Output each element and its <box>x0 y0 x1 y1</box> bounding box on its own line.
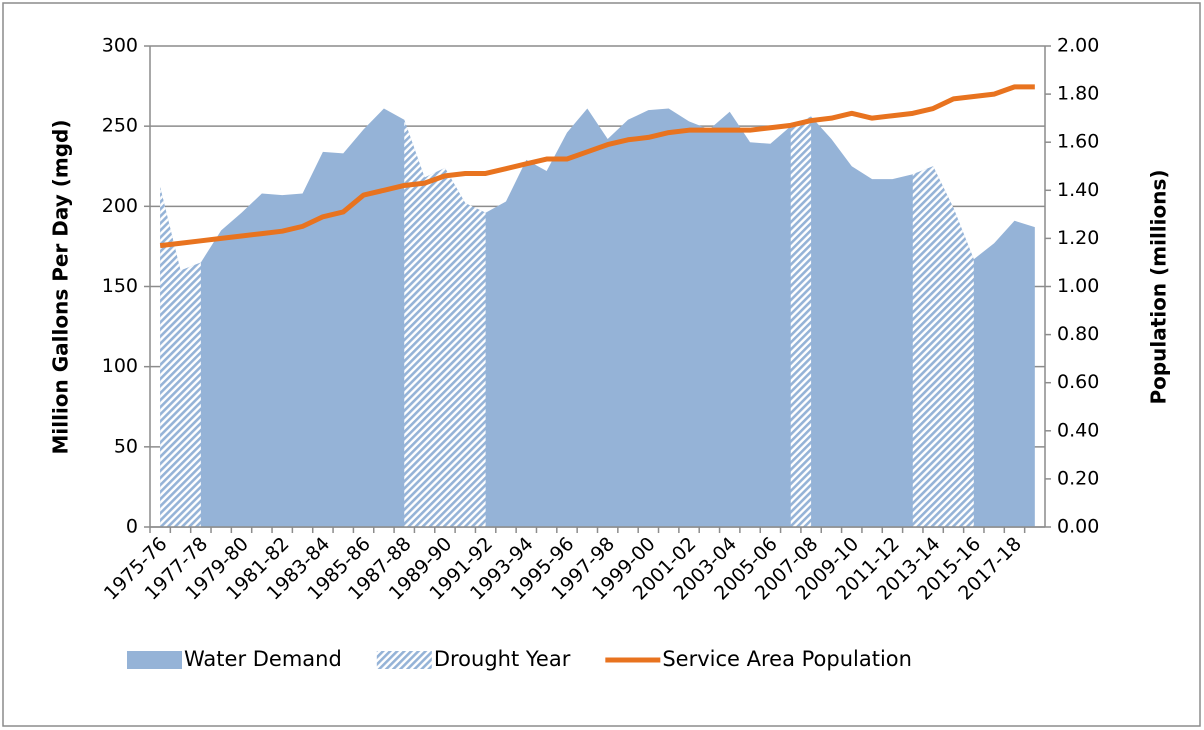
y2-tick-label: 1.60 <box>1057 131 1099 153</box>
legend: Water Demand Drought Year Service Area Pop… <box>127 647 912 671</box>
area <box>404 119 486 528</box>
legend-label: Service Area Population <box>662 647 912 671</box>
legend-label: Water Demand <box>184 647 342 671</box>
area <box>160 187 201 528</box>
y2-tick-label: 1.00 <box>1057 275 1099 297</box>
legend-swatch <box>376 651 432 669</box>
line <box>159 84 1035 249</box>
y2-tick-label: 0.60 <box>1057 371 1099 393</box>
legend-swatch <box>127 651 182 669</box>
y2-tick-label: 2.00 <box>1057 35 1099 57</box>
y2-tick-label: 0.00 <box>1057 516 1099 538</box>
y-tick-label: 200 <box>102 195 138 217</box>
y-tick-label: 150 <box>102 275 138 297</box>
y-tick-label: 50 <box>114 435 138 457</box>
y2-axis-title: Population (millions) <box>1147 169 1171 404</box>
legend-label: Drought Year <box>434 647 571 671</box>
y2-tick-label: 0.20 <box>1057 467 1099 489</box>
y2-tick-label: 0.40 <box>1057 419 1099 441</box>
y2-tick-label: 0.80 <box>1057 323 1099 345</box>
y-axis-title: Million Gallons Per Day (mgd) <box>49 119 73 454</box>
y-tick-label: 300 <box>102 35 138 57</box>
y2-tick-label: 1.40 <box>1057 179 1099 201</box>
y-tick-label: 0 <box>126 516 138 538</box>
areas <box>159 84 1035 528</box>
area <box>160 108 1035 527</box>
y2-tick-label: 1.20 <box>1057 227 1099 249</box>
area <box>912 166 974 527</box>
y-tick-label: 100 <box>102 355 138 377</box>
y2-tick-label: 1.80 <box>1057 83 1099 105</box>
y-tick-label: 250 <box>102 115 138 137</box>
area <box>790 116 812 528</box>
